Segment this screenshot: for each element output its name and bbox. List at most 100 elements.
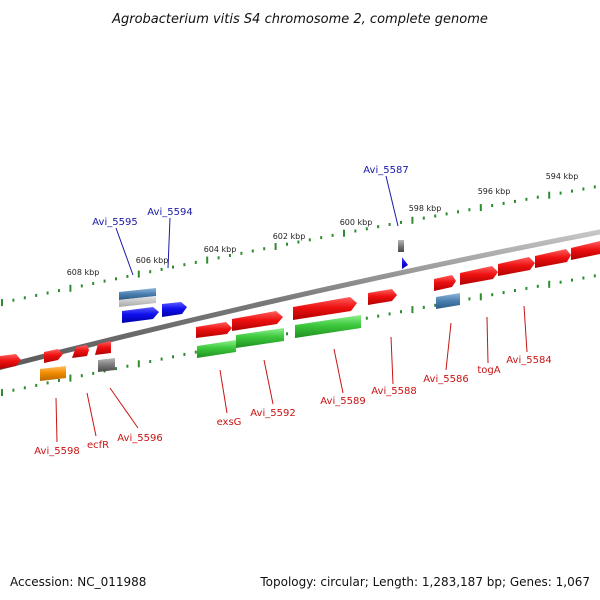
gene-blue-small[interactable]: [402, 257, 408, 269]
gene-silver-top-left[interactable]: [119, 296, 156, 307]
inner-scale-tick: [115, 367, 117, 371]
outer-scale-tick: [422, 216, 425, 220]
gene-label-toga: togA: [477, 365, 500, 376]
outer-scale-tick: [23, 296, 26, 300]
outer-scale-tick: [80, 284, 83, 288]
gene-gray-small[interactable]: [398, 240, 404, 252]
gene-label-avi-5596: Avi_5596: [117, 433, 162, 444]
outer-scale-tick: [1, 299, 3, 307]
gene-red-t8[interactable]: [535, 249, 571, 268]
gene-gray-bottom[interactable]: [98, 358, 115, 372]
gene-red-t2[interactable]: [232, 311, 283, 331]
inner-scale-tick: [536, 284, 539, 288]
gene-steel-bottom[interactable]: [436, 293, 460, 309]
inner-scale-tick: [559, 280, 562, 284]
inner-scale-tick: [548, 280, 551, 288]
gene-orange[interactable]: [40, 366, 66, 381]
outer-scale-tick: [571, 189, 573, 193]
inner-scale-tick: [183, 352, 186, 356]
gene-red-t3[interactable]: [293, 297, 357, 320]
map-title: Agrobacterium vitis S4 chromosome 2, com…: [111, 12, 488, 27]
gene-label-avi-5595: Avi_5595: [92, 217, 137, 228]
leader-lines-bottom: [55, 305, 528, 443]
outer-scale-tick: [354, 229, 357, 233]
gene-label-avi-5587: Avi_5587: [363, 165, 408, 176]
gene-red-edge[interactable]: [0, 354, 21, 369]
outer-scale-tick: [35, 293, 38, 297]
outer-scale-tick: [365, 227, 368, 231]
outer-scale-tick: [149, 270, 152, 274]
gene-red-small-2[interactable]: [72, 345, 89, 358]
inner-scale-tick: [80, 374, 83, 378]
outer-scale-tick: [457, 210, 459, 214]
gene-red-small-1[interactable]: [44, 349, 63, 363]
outer-scale-tick: [92, 282, 95, 285]
gene-label-ecfr: ecfR: [87, 440, 109, 451]
inner-scale-tick: [525, 286, 528, 290]
outer-scale-tick: [217, 256, 220, 260]
outer-scale-tick: [229, 254, 231, 257]
scale-label-594: 594 kbp: [546, 172, 579, 181]
inner-scale-tick: [58, 379, 60, 382]
inner-scale-tick: [172, 355, 174, 359]
inner-scale-tick: [468, 297, 471, 301]
inner-scale-tick: [411, 306, 414, 314]
inner-scale-tick: [23, 386, 26, 390]
scale-label-598: 598 kbp: [409, 204, 442, 213]
outer-scale-tick: [582, 187, 585, 191]
chromosome-backbone: [0, 229, 600, 371]
scale-label-606: 606 kbp: [136, 256, 169, 265]
outer-scale-tick: [263, 247, 266, 251]
outer-scale-tick: [286, 242, 288, 246]
gene-green-2[interactable]: [236, 328, 284, 348]
gene-red-t9[interactable]: [571, 241, 600, 260]
outer-scale-tick: [251, 249, 254, 253]
outer-scale-tick: [240, 251, 243, 255]
gene-red-t1[interactable]: [196, 322, 232, 338]
inner-scale-tick: [194, 350, 197, 354]
inner-scale-tick: [388, 312, 391, 316]
gene-green-3[interactable]: [295, 315, 361, 338]
inner-scale-tick: [160, 357, 163, 361]
gene-red-small-3[interactable]: [95, 341, 111, 355]
gene-red-t6[interactable]: [460, 266, 498, 285]
outer-scale-tick: [400, 220, 402, 224]
outer-scale-tick: [274, 243, 277, 250]
gene-label-exsg: exsG: [217, 417, 242, 428]
inner-scale-tick: [92, 371, 95, 375]
gene-red-t4[interactable]: [368, 289, 397, 305]
outer-scale-tick: [308, 238, 311, 242]
top-strand-genes: [0, 241, 600, 369]
inner-scale-tick: [434, 303, 437, 307]
inner-scale-tick: [422, 305, 425, 309]
outer-scale-tick: [479, 204, 482, 212]
inner-scale-tick: [400, 310, 402, 314]
outer-scale-tick: [103, 279, 106, 283]
accession-text: Accession: NC_011988: [10, 575, 147, 589]
outer-scale-tick: [377, 225, 380, 229]
inner-scale-tick: [491, 293, 494, 297]
outer-scale-tick: [514, 199, 516, 203]
gene-green-1[interactable]: [197, 340, 236, 358]
inner-scale-tick: [365, 316, 368, 320]
inner-scale-tick: [514, 289, 516, 292]
gene-blue-2[interactable]: [162, 302, 187, 317]
outer-scale-tick: [172, 265, 174, 269]
inner-scale-tick: [502, 291, 505, 295]
outer-scale-tick: [559, 191, 562, 195]
gene-red-t7[interactable]: [498, 257, 535, 276]
inner-scale-tick: [126, 364, 129, 368]
outer-scale-tick: [137, 270, 140, 278]
outer-scale-tick: [491, 204, 494, 207]
outer-scale: [1, 185, 596, 307]
scale-label-602: 602 kbp: [273, 232, 306, 241]
gene-label-avi-5584: Avi_5584: [506, 355, 551, 366]
topology-text: Topology: circular; Length: 1,283,187 bp…: [260, 575, 590, 589]
outer-scale-tick: [12, 298, 15, 302]
gene-blue-1[interactable]: [122, 307, 159, 323]
scale-label-604: 604 kbp: [204, 245, 237, 254]
gene-label-avi-5594: Avi_5594: [147, 207, 192, 218]
gene-red-t5[interactable]: [434, 275, 456, 291]
outer-scale-tick: [525, 197, 528, 201]
outer-scale-tick: [411, 216, 414, 224]
